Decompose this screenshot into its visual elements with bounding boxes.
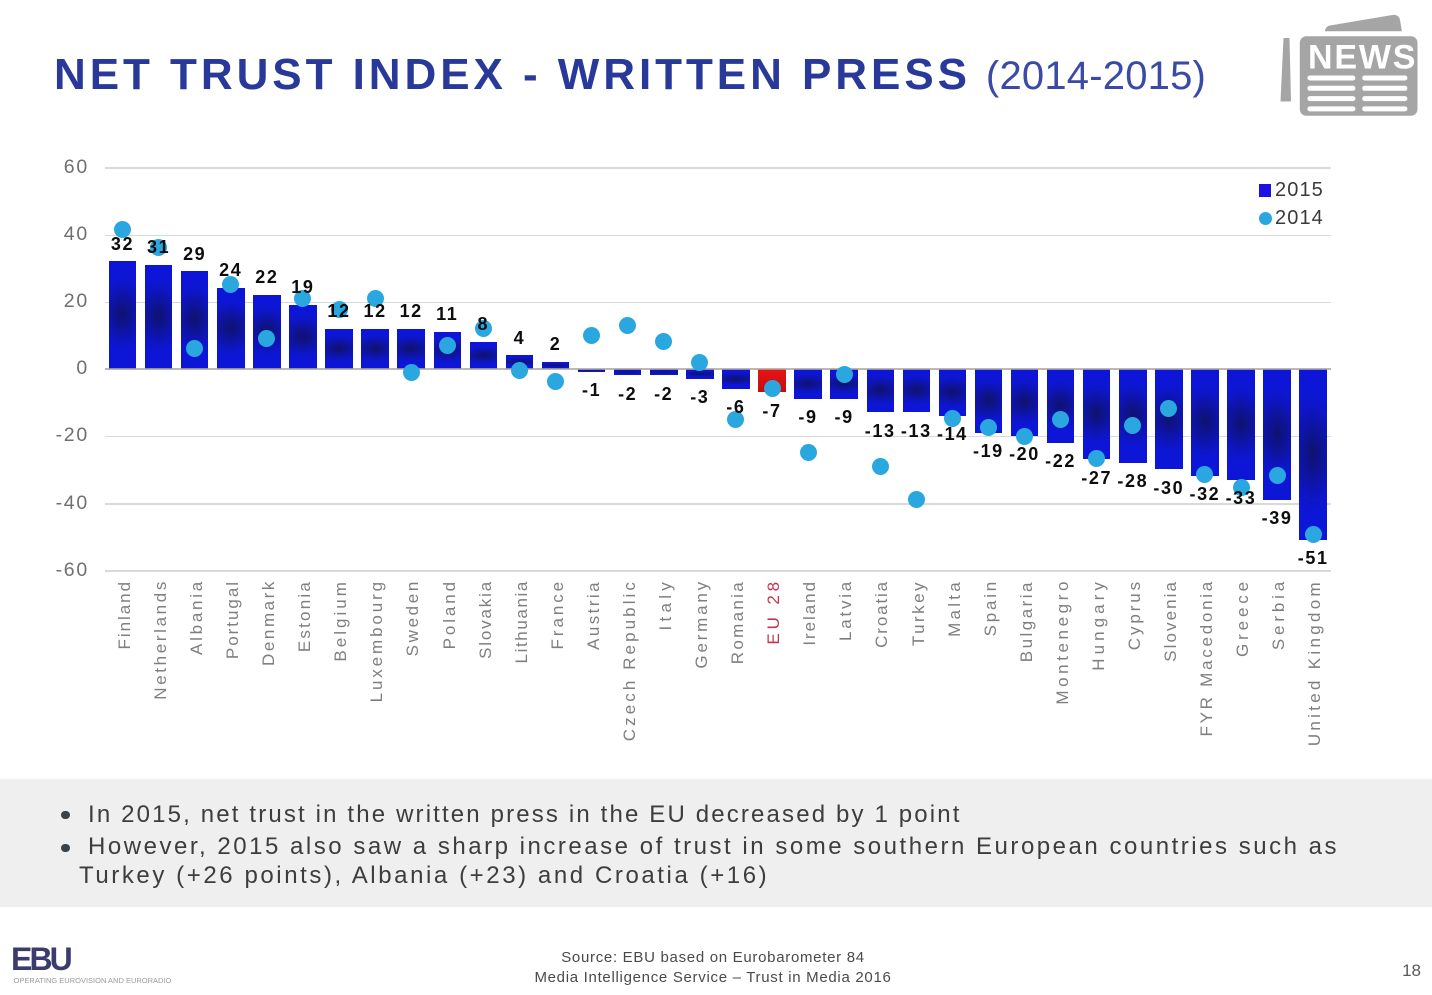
svg-text:NEWS: NEWS [1308,38,1417,76]
